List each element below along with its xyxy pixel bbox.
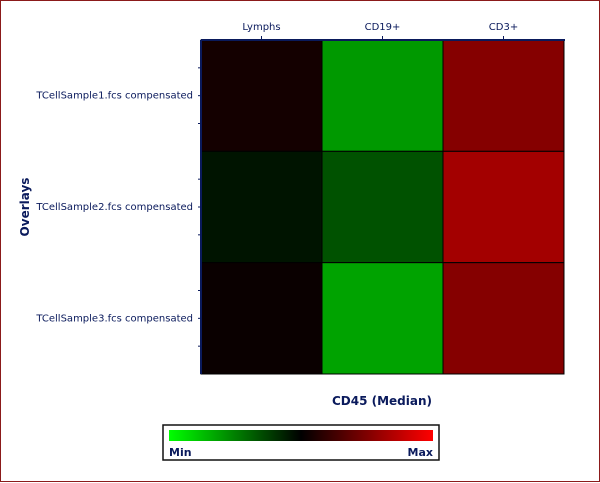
heatmap-cell (200, 150, 323, 264)
color-scale-max-label: Max (408, 446, 433, 459)
row-label: TCellSample1.fcs compensated (35, 91, 193, 102)
heatmap-cell (321, 39, 444, 152)
column-label: CD3+ (489, 22, 518, 33)
heatmap-cell (442, 150, 565, 264)
color-scale-min-label: Min (169, 446, 192, 459)
row-label: TCellSample2.fcs compensated (35, 202, 193, 213)
heatmap-cell (200, 39, 323, 152)
heatmap-cell (200, 262, 323, 375)
x-axis-title: CD45 (Median) (332, 394, 432, 408)
heatmap-cell (321, 262, 444, 375)
heatmap-cell (442, 39, 565, 152)
row-label: TCellSample3.fcs compensated (35, 313, 193, 324)
column-label: Lymphs (242, 22, 280, 33)
heatmap-cell (321, 150, 444, 264)
y-axis-title: Overlays (18, 178, 32, 237)
color-scale-legend: Min Max (162, 424, 440, 461)
column-label: CD19+ (365, 22, 401, 33)
heatmap-cell (442, 262, 565, 375)
color-scale-gradient (169, 430, 433, 441)
